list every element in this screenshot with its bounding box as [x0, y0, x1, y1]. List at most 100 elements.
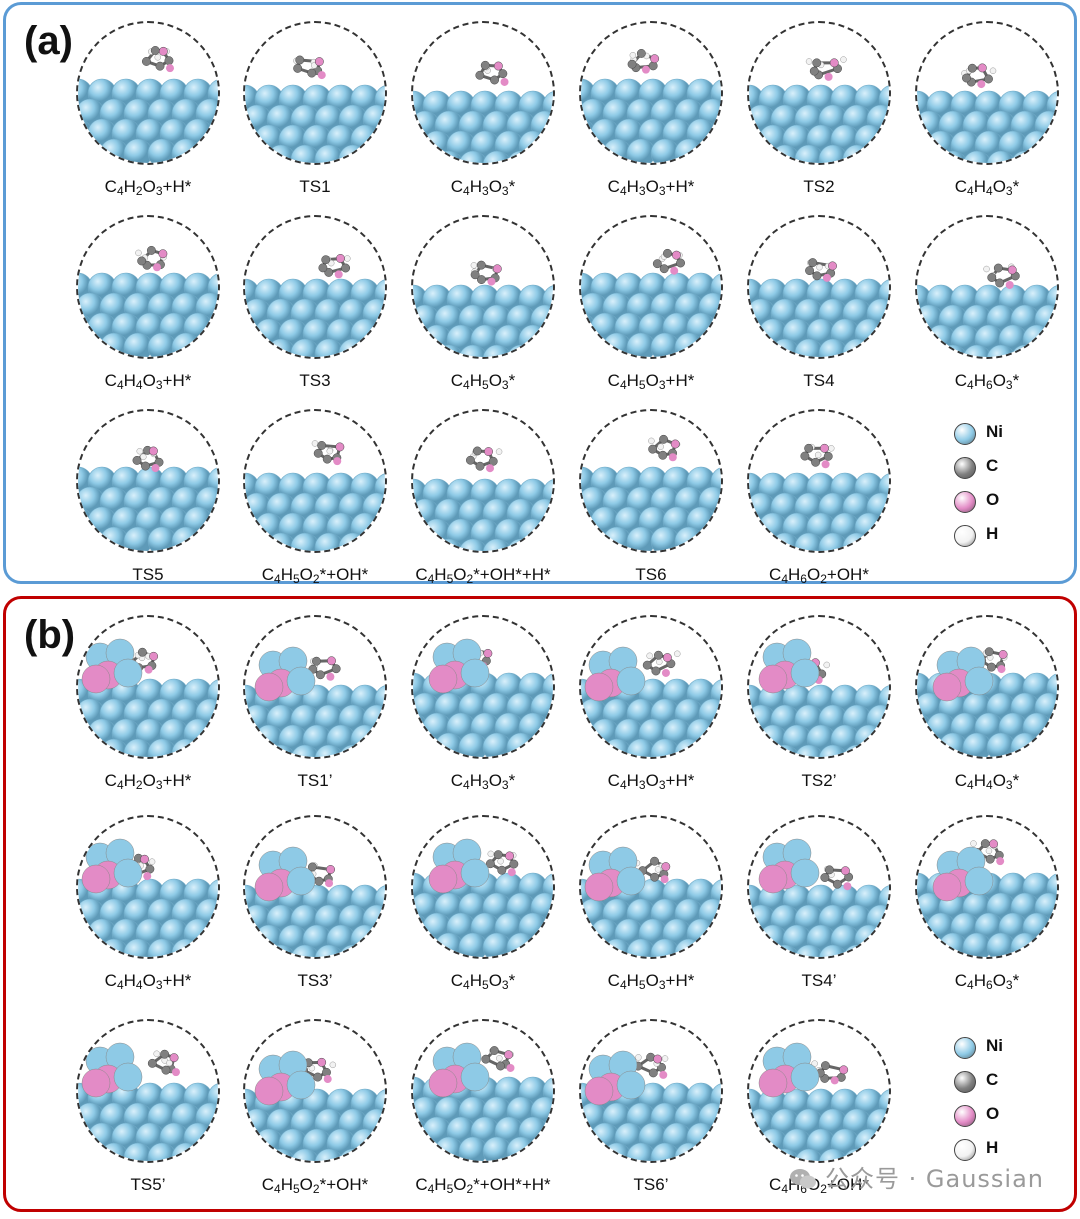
structure-image [581, 1021, 723, 1163]
structure-caption: TS3 [226, 371, 404, 391]
structure-caption: C4H5O2*+OH* [226, 565, 404, 586]
structure-circle [243, 215, 387, 359]
structure-image [78, 411, 220, 553]
legend-item: Ni [954, 1035, 1034, 1061]
structure-circle [579, 815, 723, 959]
structure-cell: C4H5O3* [404, 815, 562, 1015]
structure-circle [243, 21, 387, 165]
legend-label: C [986, 456, 998, 476]
structure-cell: TS5’ [69, 1019, 227, 1219]
atom-swatch-icon [954, 525, 976, 547]
structure-image [413, 23, 555, 165]
structure-caption: C4H6O2+OH* [730, 565, 908, 586]
structure-caption: TS1 [226, 177, 404, 197]
structure-caption: C4H3O3+H* [562, 177, 740, 198]
legend-label: Ni [986, 422, 1003, 442]
structure-image [917, 23, 1059, 165]
structure-circle [915, 21, 1059, 165]
structure-circle [243, 1019, 387, 1163]
legend-item: Ni [954, 421, 1034, 447]
structure-circle [915, 615, 1059, 759]
structure-cell: TS6’ [572, 1019, 730, 1219]
structure-image [749, 817, 891, 959]
structure-cell: TS6 [572, 409, 730, 609]
structure-circle [747, 1019, 891, 1163]
structure-circle [747, 615, 891, 759]
structure-caption: C4H5O3* [394, 371, 572, 392]
legend-item: C [954, 1069, 1034, 1095]
structure-cell: C4H4O3+H* [69, 815, 227, 1015]
structure-cell: TS3’ [236, 815, 394, 1015]
structure-caption: C4H6O3* [898, 371, 1076, 392]
structure-image [78, 1021, 220, 1163]
structure-circle [579, 21, 723, 165]
structure-cell: C4H3O3+H* [572, 615, 730, 815]
structure-caption: TS5 [59, 565, 237, 585]
structure-caption: TS6’ [562, 1175, 740, 1195]
structure-circle [747, 21, 891, 165]
legend-label: H [986, 1138, 998, 1158]
structure-circle [579, 615, 723, 759]
structure-cell: TS3 [236, 215, 394, 415]
structure-circle [76, 215, 220, 359]
structure-caption: C4H5O2*+OH*+H* [394, 1175, 572, 1196]
structure-circle [411, 615, 555, 759]
structure-image [78, 817, 220, 959]
structure-image [245, 217, 387, 359]
structure-cell: C4H5O3+H* [572, 815, 730, 1015]
structure-cell: C4H5O3+H* [572, 215, 730, 415]
structure-caption: C4H3O3* [394, 771, 572, 792]
structure-caption: C4H5O3+H* [562, 971, 740, 992]
structure-cell: C4H3O3* [404, 615, 562, 815]
structure-circle [243, 409, 387, 553]
structure-caption: C4H2O3+H* [59, 771, 237, 792]
atom-swatch-icon [954, 1071, 976, 1093]
structure-image [245, 817, 387, 959]
structure-image [581, 217, 723, 359]
structure-caption: TS4’ [730, 971, 908, 991]
structure-image [581, 817, 723, 959]
structure-circle [915, 815, 1059, 959]
structure-image [917, 217, 1059, 359]
structure-caption: C4H3O3+H* [562, 771, 740, 792]
structure-circle [411, 409, 555, 553]
structure-image [245, 1021, 387, 1163]
structure-image [413, 1021, 555, 1163]
structure-caption: TS2’ [730, 771, 908, 791]
structure-image [78, 217, 220, 359]
legend-label: O [986, 1104, 999, 1124]
watermark-text: 公众号 · Gaussian [825, 1165, 1044, 1193]
panel-b-label: (b) [24, 613, 75, 658]
structure-cell: C4H5O2*+OH*+H* [404, 409, 562, 609]
structure-circle [243, 815, 387, 959]
structure-circle [76, 1019, 220, 1163]
structure-caption: C4H2O3+H* [59, 177, 237, 198]
legend-label: Ni [986, 1036, 1003, 1056]
structure-image [245, 617, 387, 759]
structure-caption: TS4 [730, 371, 908, 391]
structure-image [749, 217, 891, 359]
structure-circle [411, 1019, 555, 1163]
atom-swatch-icon [954, 1037, 976, 1059]
watermark: 公众号 · Gaussian [789, 1159, 1044, 1194]
structure-circle [747, 409, 891, 553]
structure-image [413, 217, 555, 359]
structure-circle [76, 21, 220, 165]
structure-circle [243, 615, 387, 759]
structure-caption: C4H3O3* [394, 177, 572, 198]
atom-swatch-icon [954, 423, 976, 445]
structure-image [581, 617, 723, 759]
structure-image [78, 23, 220, 165]
atom-swatch-icon [954, 457, 976, 479]
structure-cell: TS4’ [740, 815, 898, 1015]
structure-cell: C4H5O2*+OH* [236, 1019, 394, 1219]
structure-image [749, 411, 891, 553]
structure-cell: C4H2O3+H* [69, 615, 227, 815]
structure-cell: TS1’ [236, 615, 394, 815]
structure-cell: C4H6O3* [908, 215, 1066, 415]
legend-item: C [954, 455, 1034, 481]
structure-caption: C4H4O3* [898, 771, 1076, 792]
structure-cell: C4H5O2*+OH* [236, 409, 394, 609]
structure-circle [411, 21, 555, 165]
structure-caption: C4H4O3+H* [59, 971, 237, 992]
